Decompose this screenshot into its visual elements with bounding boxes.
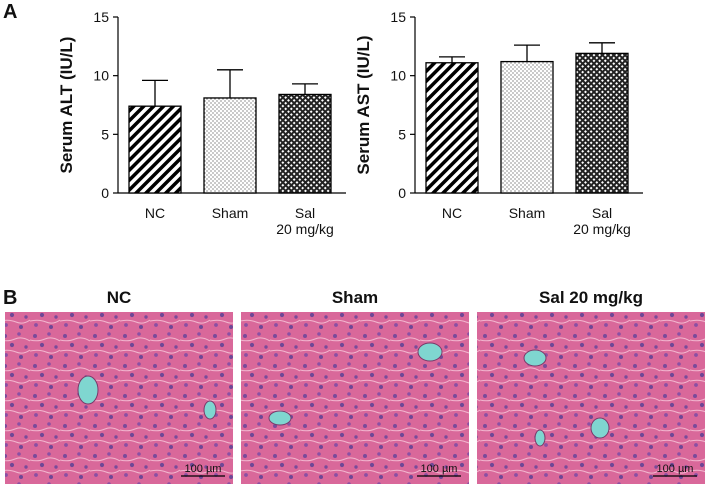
vessel bbox=[534, 429, 546, 447]
bar bbox=[203, 97, 257, 194]
micrograph bbox=[477, 312, 705, 484]
histology: NC 100 µm Sham 100 µm Sal 20 mg/kg 100 µm bbox=[5, 288, 705, 484]
image-title: NC bbox=[107, 288, 132, 307]
image-title: Sal 20 mg/kg bbox=[539, 288, 643, 307]
micrograph bbox=[241, 312, 469, 484]
x-tick-label: Sal 20 mg/kg bbox=[276, 205, 334, 237]
panel-label: B bbox=[3, 287, 17, 309]
y-tick-label: 5 bbox=[101, 126, 109, 142]
x-tick-label: NC bbox=[442, 205, 462, 221]
bar bbox=[425, 62, 479, 194]
vessel bbox=[268, 410, 292, 426]
y-tick-label: 15 bbox=[390, 9, 406, 25]
scale-bar-label: 100 µm bbox=[185, 463, 222, 475]
vessel bbox=[417, 342, 443, 362]
bar bbox=[278, 93, 332, 194]
y-axis-label: Serum AST (IU/L) bbox=[354, 35, 373, 174]
x-tick-label: Sal 20 mg/kg bbox=[573, 205, 631, 237]
y-tick-label: 10 bbox=[93, 68, 109, 84]
image-title: Sham bbox=[332, 288, 378, 307]
y-tick-label: 0 bbox=[101, 185, 109, 201]
y-tick-label: 10 bbox=[390, 68, 406, 84]
scale-bar-label: 100 µm bbox=[421, 463, 458, 475]
y-tick-label: 5 bbox=[398, 126, 406, 142]
vessel bbox=[77, 375, 99, 405]
vessel bbox=[590, 417, 610, 439]
bar bbox=[575, 52, 629, 194]
y-tick-label: 0 bbox=[398, 185, 406, 201]
micrograph bbox=[5, 312, 233, 484]
x-tick-label: NC bbox=[145, 205, 165, 221]
scale-bar-label: 100 µm bbox=[657, 463, 694, 475]
x-tick-label: Sham bbox=[212, 205, 249, 221]
y-axis-label: Serum ALT (IU/L) bbox=[57, 37, 76, 174]
panel-label: A bbox=[3, 1, 17, 23]
vessel bbox=[203, 400, 217, 420]
vessel bbox=[523, 349, 547, 367]
y-tick-label: 15 bbox=[93, 9, 109, 25]
bar bbox=[500, 60, 554, 194]
charts: 0 5 10 15 Serum ALT (IU/L) NC Sham Sal 20 mg/kg 0… bbox=[57, 9, 643, 237]
bar bbox=[128, 105, 182, 194]
x-tick-label: Sham bbox=[509, 205, 546, 221]
